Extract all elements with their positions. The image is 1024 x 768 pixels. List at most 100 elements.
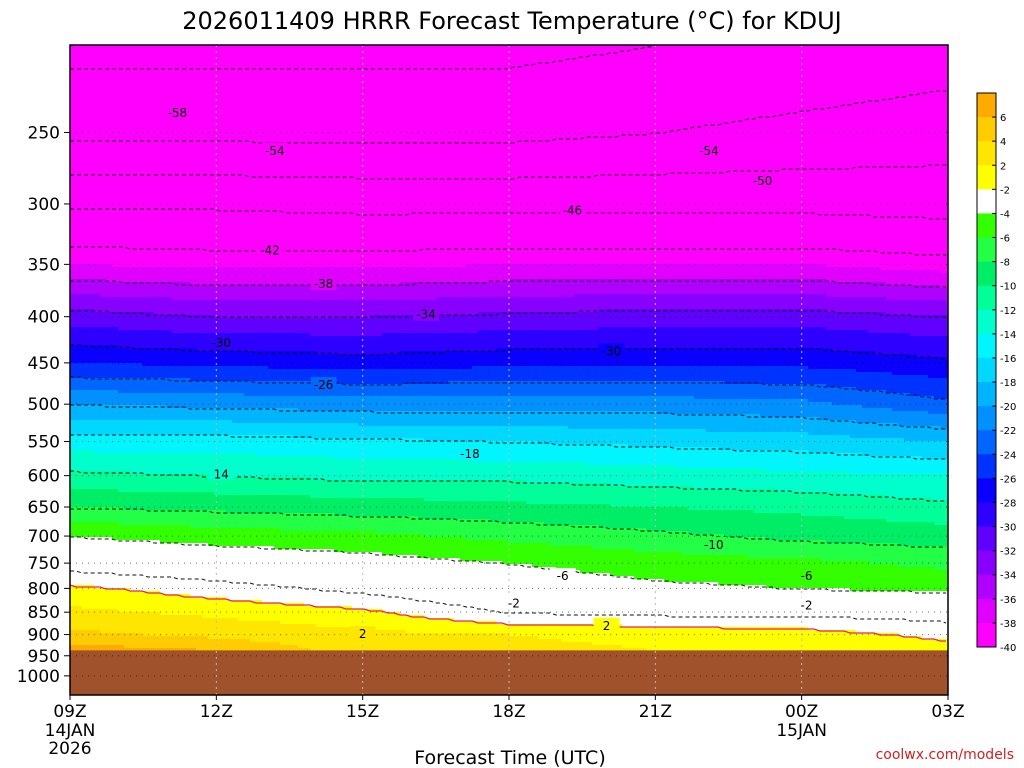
temperature-cell [130,474,136,492]
temperature-cell [196,366,202,381]
isotherm-line [70,404,946,430]
temperature-cell [586,573,592,624]
temperature-cell [436,558,442,618]
temperature-cell [454,519,460,537]
temperature-cell [94,264,100,279]
temperature-cell [718,555,724,585]
temperature-cell [850,45,856,267]
temperature-cell [622,627,628,648]
temperature-cell [916,45,922,270]
temperature-cell [382,438,388,459]
temperature-cell [838,630,844,651]
temperature-cell [814,516,820,540]
temperature-cell [286,381,292,396]
temperature-cell [664,465,670,486]
temperature-cell [412,459,418,480]
temperature-cell [748,450,754,468]
temperature-cell [574,444,580,462]
colorbar-tick-label: -38 [1000,619,1016,630]
temperature-cell [286,495,292,513]
temperature-cell [724,45,730,264]
temperature-cell [322,45,328,267]
temperature-cell [850,453,856,474]
temperature-cell [808,294,814,309]
colorbar-tick-label: -40 [1000,643,1016,654]
temperature-cell [766,309,772,327]
temperature-cell [250,495,256,513]
temperature-cell [142,435,148,453]
temperature-cell [226,528,232,546]
temperature-cell [196,300,202,315]
temperature-cell [250,351,256,366]
temperature-cell [586,366,592,381]
isotherm-line [70,310,946,318]
temperature-cell [766,450,772,471]
temperature-cell [700,414,706,429]
temperature-cell [736,384,742,399]
temperature-cell [310,285,316,300]
y-tick-label: 600 [28,467,60,487]
temperature-cell [784,366,790,384]
temperature-cell [904,498,910,522]
temperature-cell [400,534,406,555]
temperature-cell [556,279,562,297]
temperature-cell [76,645,82,651]
temperature-cell [616,396,622,411]
temperature-cell [166,543,172,594]
temperature-cell [526,279,532,297]
temperature-cell [766,432,772,450]
temperature-cell [892,354,898,375]
temperature-cell [874,333,880,354]
temperature-cell [664,414,670,429]
temperature-cell [910,354,916,375]
temperature-cell [880,390,886,408]
temperature-cell [832,471,838,492]
temperature-cell [934,501,940,525]
temperature-cell [562,444,568,462]
temperature-cell [280,408,286,423]
temperature-cell [352,459,358,480]
temperature-cell [586,45,592,264]
temperature-cell [550,504,556,525]
temperature-cell [718,468,724,489]
contour-label-bg [256,242,283,257]
temperature-cell [82,522,88,537]
temperature-cell [532,396,538,411]
temperature-cell [568,264,574,279]
temperature-cell [520,411,526,426]
temperature-cell [670,264,676,279]
temperature-cell [736,309,742,327]
temperature-cell [214,639,220,651]
temperature-cell [712,447,718,468]
temperature-cell [430,351,436,369]
temperature-cell [112,363,118,378]
temperature-cell [130,363,136,378]
temperature-cell [136,474,142,492]
temperature-cell [790,279,796,294]
temperature-cell [880,456,886,474]
temperature-cell [766,471,772,489]
temperature-cell [508,312,514,330]
colorbar-swatch [977,430,996,455]
temperature-cell [70,378,76,390]
temperature-cell [124,45,130,267]
temperature-cell [754,537,760,558]
temperature-cell [214,618,220,639]
temperature-cell [526,543,532,564]
temperature-cell [118,453,124,471]
temperature-cell [454,333,460,351]
temperature-cell [688,309,694,327]
temperature-cell [328,285,334,300]
temperature-cell [418,396,424,411]
temperature-cell [904,300,910,315]
colorbar-tick-label: 6 [1000,113,1006,124]
temperature-cell [544,504,550,525]
temperature-cell [730,264,736,279]
temperature-cell [196,474,202,492]
temperature-cell [310,267,316,285]
temperature-cell [334,384,340,396]
temperature-cell [298,369,304,381]
temperature-cell [850,282,856,297]
temperature-cell [208,45,214,267]
temperature-cell [370,384,376,396]
